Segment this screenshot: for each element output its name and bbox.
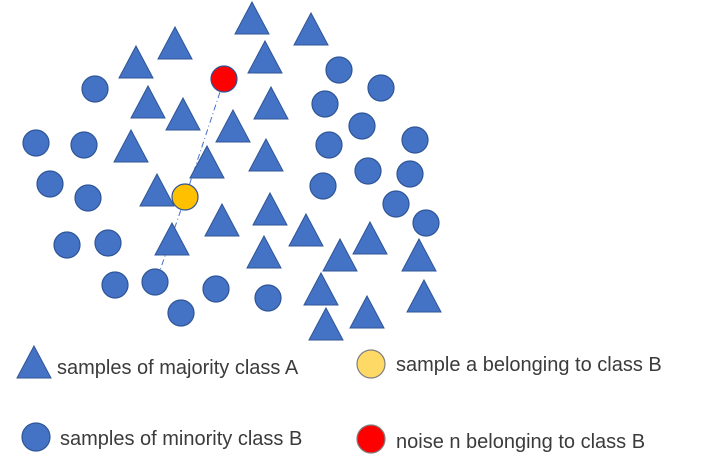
majority-triangle — [118, 44, 154, 79]
minority-circle — [254, 284, 282, 312]
majority-triangle — [215, 108, 251, 143]
legend-triangle-icon — [16, 344, 52, 379]
legend-label-majority: samples of majority class A — [57, 357, 299, 379]
minority-circle — [167, 299, 195, 327]
minority-circle — [94, 229, 122, 257]
majority-triangle — [247, 39, 283, 74]
noise-sample-n — [210, 65, 238, 93]
minority-circle — [348, 112, 376, 140]
minority-circle — [22, 129, 50, 157]
minority-circle — [325, 56, 353, 84]
majority-triangle — [139, 172, 175, 207]
minority-class-samples — [22, 56, 440, 327]
legend-label-sample-a: sample a belonging to class B — [396, 354, 662, 376]
minority-circle — [74, 184, 102, 212]
majority-triangle — [293, 11, 329, 46]
majority-triangle — [189, 144, 225, 179]
minority-circle — [311, 90, 339, 118]
minority-circle — [141, 268, 169, 296]
majority-triangle — [322, 237, 358, 272]
minority-circle — [401, 126, 429, 154]
majority-triangle — [165, 96, 201, 131]
minority-circle — [412, 209, 440, 237]
majority-triangle — [157, 25, 193, 60]
minority-circle — [202, 275, 230, 303]
majority-triangle — [154, 221, 190, 256]
minority-circle — [309, 172, 337, 200]
majority-triangle — [253, 85, 289, 120]
majority-triangle — [349, 294, 385, 329]
legend-sample-a-icon — [356, 349, 386, 379]
highlighted-samples — [171, 65, 238, 211]
majority-triangle — [401, 237, 437, 272]
majority-triangle — [303, 271, 339, 306]
minority-circle — [53, 231, 81, 259]
legend-circle-icon — [21, 422, 51, 452]
majority-triangle — [248, 137, 284, 172]
majority-triangle — [130, 84, 166, 119]
majority-triangle — [308, 306, 344, 341]
majority-triangle — [252, 191, 288, 226]
legend-icons — [16, 344, 386, 454]
majority-triangle — [246, 234, 282, 269]
sample-a — [171, 183, 199, 211]
majority-triangle — [406, 278, 442, 313]
legend-label-noise: noise n belonging to class B — [396, 431, 646, 453]
majority-triangle — [288, 212, 324, 247]
majority-class-samples — [113, 0, 442, 341]
legend-label-minority: samples of minority class B — [60, 428, 303, 450]
majority-triangle — [204, 202, 240, 237]
minority-circle — [396, 160, 424, 188]
majority-triangle — [352, 220, 388, 255]
legend-noise-icon — [356, 424, 386, 454]
minority-circle — [367, 74, 395, 102]
minority-circle — [70, 131, 98, 159]
minority-circle — [36, 170, 64, 198]
majority-triangle — [234, 0, 270, 35]
majority-triangle — [113, 128, 149, 163]
minority-circle — [382, 190, 410, 218]
minority-circle — [315, 131, 343, 159]
minority-circle — [81, 75, 109, 103]
minority-circle — [101, 271, 129, 299]
minority-circle — [354, 157, 382, 185]
